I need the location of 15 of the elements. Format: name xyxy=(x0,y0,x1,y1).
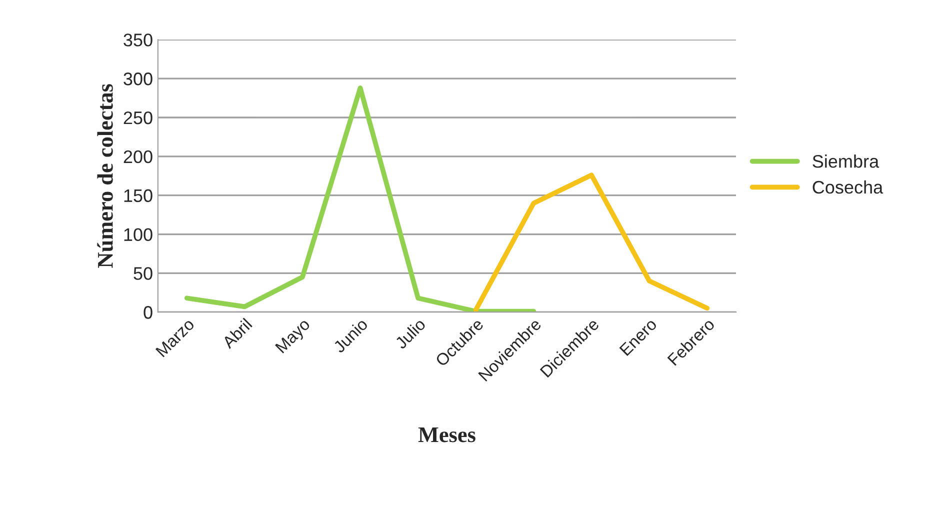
y-tick-label: 250 xyxy=(124,111,152,124)
legend-label: Siembra xyxy=(812,154,880,168)
y-tick-label: 150 xyxy=(124,189,152,202)
y-tick-label: 350 xyxy=(124,34,152,46)
x-tick-label: Julio xyxy=(394,317,426,350)
line-series xyxy=(184,86,536,312)
y-tick-label: 100 xyxy=(124,228,152,241)
y-tick-label: 0 xyxy=(144,306,152,319)
y-tick-label: 200 xyxy=(124,150,152,164)
y-tick-label: 300 xyxy=(124,72,152,86)
x-axis-title: Meses xyxy=(418,427,476,442)
y-tick-label: 50 xyxy=(134,267,152,280)
y-axis-title: Número de colectas xyxy=(97,84,113,268)
legend-label: Cosecha xyxy=(812,180,884,194)
line-series xyxy=(473,172,710,312)
